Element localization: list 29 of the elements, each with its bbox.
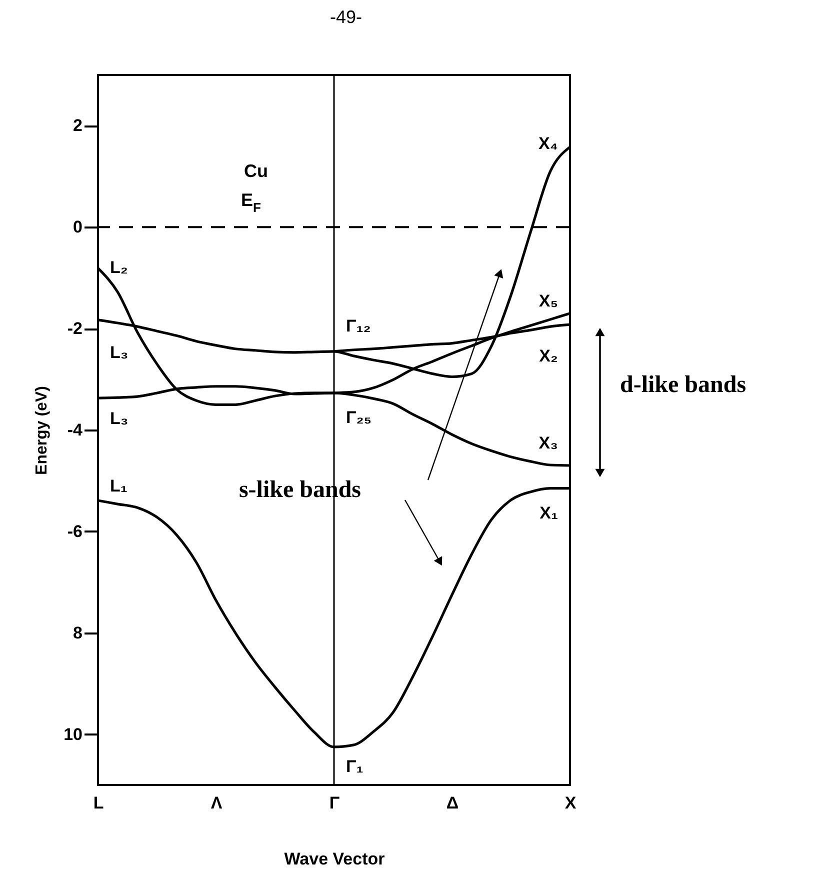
- text: -49-: [330, 7, 362, 27]
- annotation: L₂: [110, 258, 128, 278]
- annotation: X₂: [539, 346, 558, 366]
- y-axis-title: Energy (eV): [34, 386, 51, 475]
- annotation: X₁: [540, 503, 558, 522]
- y-tick-label: 8: [73, 623, 82, 642]
- x-axis-title: Wave Vector: [284, 850, 386, 868]
- annotation: L₃: [110, 409, 128, 428]
- annotation: X₄: [538, 134, 558, 154]
- y-tick-label: -6: [67, 522, 82, 541]
- x-tick-label: Λ: [210, 794, 223, 812]
- y-tick-label: -4: [67, 420, 84, 440]
- annotation: L₃: [110, 342, 128, 362]
- x-tick-label: Γ: [329, 794, 340, 812]
- annotation: Cu: [244, 161, 268, 181]
- text: d-like bands: [620, 372, 746, 398]
- y-tick-label: 2: [73, 116, 82, 136]
- annotation: Γ₁: [346, 756, 364, 776]
- annotation: X₃: [538, 434, 558, 452]
- annotation: L₁: [110, 476, 128, 496]
- x-tick-label: Δ: [446, 794, 459, 812]
- y-tick-label: 0: [73, 218, 82, 237]
- y-tick-label: -2: [67, 319, 82, 338]
- annotation: Γ₂₅: [346, 408, 372, 427]
- annotation: X₅: [538, 291, 558, 310]
- x-tick-label: L: [93, 794, 104, 812]
- annotation: Γ₁₂: [346, 316, 371, 336]
- y-tick-label: 10: [64, 724, 82, 744]
- x-tick-label: X: [564, 794, 577, 812]
